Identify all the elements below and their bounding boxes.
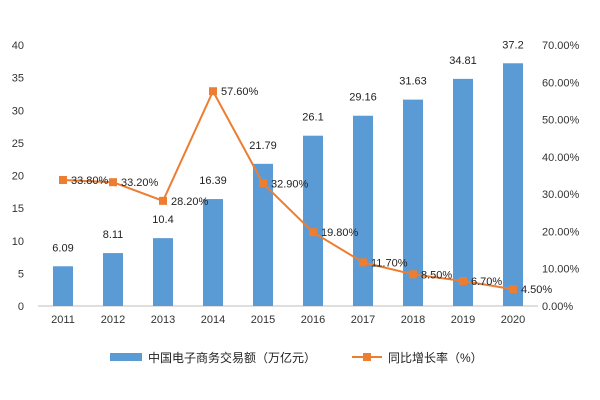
- legend-swatch-marker: [363, 353, 371, 361]
- y-right-tick-label: 20.00%: [542, 226, 580, 238]
- y-left-tick-label: 30: [12, 105, 24, 117]
- bar-value-label: 37.2: [502, 39, 523, 51]
- line-point-marker: [509, 285, 517, 294]
- x-tick-label: 2018: [401, 314, 425, 326]
- x-tick-label: 2016: [301, 314, 325, 326]
- bar-value-label: 10.4: [152, 214, 173, 226]
- line-value-label: 8.50%: [421, 269, 452, 281]
- y-right-tick-label: 70.00%: [542, 40, 580, 52]
- x-tick-label: 2020: [501, 314, 525, 326]
- x-tick-label: 2017: [351, 314, 375, 326]
- x-tick-label: 2012: [101, 314, 125, 326]
- y-left-tick-label: 25: [12, 138, 24, 150]
- line-value-label: 28.20%: [171, 196, 209, 208]
- bar: [453, 78, 473, 306]
- y-left-tick-label: 40: [12, 40, 24, 52]
- y-right-tick-label: 30.00%: [542, 189, 580, 201]
- y-left-tick-label: 35: [12, 73, 24, 85]
- bar-value-label: 29.16: [349, 92, 377, 104]
- bar: [353, 115, 373, 306]
- y-left-tick-label: 15: [12, 203, 24, 215]
- x-tick-label: 2019: [451, 314, 475, 326]
- line-point-marker: [359, 258, 367, 267]
- y-left-tick-label: 20: [12, 171, 24, 183]
- bar-value-label: 8.11: [103, 229, 124, 241]
- line-value-label: 33.20%: [121, 177, 159, 189]
- bar: [503, 63, 523, 306]
- line-point-marker: [309, 228, 317, 237]
- y-right-tick-label: 0.00%: [542, 301, 573, 313]
- line-point-marker: [459, 277, 467, 286]
- line-layer: [59, 87, 517, 294]
- bar: [303, 135, 323, 306]
- axes-layer: 0 5 10 15 20 25 30 35 40 0.00% 10.00% 20.00% 30.00% 4…: [12, 40, 580, 326]
- bar: [253, 163, 273, 306]
- line-value-label: 4.50%: [521, 284, 552, 296]
- bar: [203, 199, 223, 306]
- legend-label-line: 同比增长率（%）: [388, 350, 483, 365]
- y-right-tick-label: 10.00%: [542, 264, 580, 276]
- line-value-label: 6.70%: [471, 276, 502, 288]
- line-point-marker: [209, 87, 217, 96]
- legend-label-bar: 中国电子商务交易额（万亿元）: [148, 350, 316, 365]
- bar-value-label: 16.39: [199, 175, 227, 187]
- bar-value-label: 21.79: [249, 140, 277, 152]
- x-tick-label: 2013: [151, 314, 175, 326]
- y-left-tick-label: 0: [18, 301, 24, 313]
- legend: 中国电子商务交易额（万亿元） 同比增长率（%）: [110, 350, 483, 365]
- bar: [153, 238, 173, 306]
- y-right-tick-label: 50.00%: [542, 115, 580, 127]
- x-tick-label: 2015: [251, 314, 275, 326]
- line-value-label: 32.90%: [271, 178, 309, 190]
- line-value-label: 11.70%: [371, 257, 408, 269]
- line-point-marker: [159, 196, 167, 205]
- labels-layer: 6.09 8.11 10.4 16.39 21.79 26.1 29.16 31.63 34.8…: [52, 39, 552, 296]
- x-tick-label: 2014: [201, 314, 225, 326]
- bar: [103, 253, 123, 306]
- legend-swatch-bar: [110, 353, 142, 361]
- x-tick-label: 2011: [51, 314, 75, 326]
- bar-value-label: 26.1: [302, 112, 323, 124]
- bar-value-label: 34.81: [449, 55, 477, 67]
- y-right-tick-label: 40.00%: [542, 152, 580, 164]
- y-right-tick-label: 60.00%: [542, 77, 580, 89]
- line-value-label: 19.80%: [321, 227, 359, 239]
- line-value-label: 57.60%: [221, 86, 259, 98]
- line-point-marker: [259, 179, 267, 188]
- bar-value-label: 6.09: [52, 242, 73, 254]
- growth-line: [62, 88, 514, 291]
- bars-layer: [53, 63, 523, 306]
- bar-value-label: 31.63: [399, 76, 427, 88]
- y-left-tick-label: 10: [12, 236, 24, 248]
- line-point-marker: [59, 175, 67, 184]
- bar: [403, 99, 423, 306]
- line-point-marker: [409, 270, 417, 279]
- line-value-label: 33.80%: [71, 175, 109, 187]
- bar: [53, 266, 73, 306]
- line-point-marker: [109, 178, 117, 187]
- y-left-tick-label: 5: [18, 268, 24, 280]
